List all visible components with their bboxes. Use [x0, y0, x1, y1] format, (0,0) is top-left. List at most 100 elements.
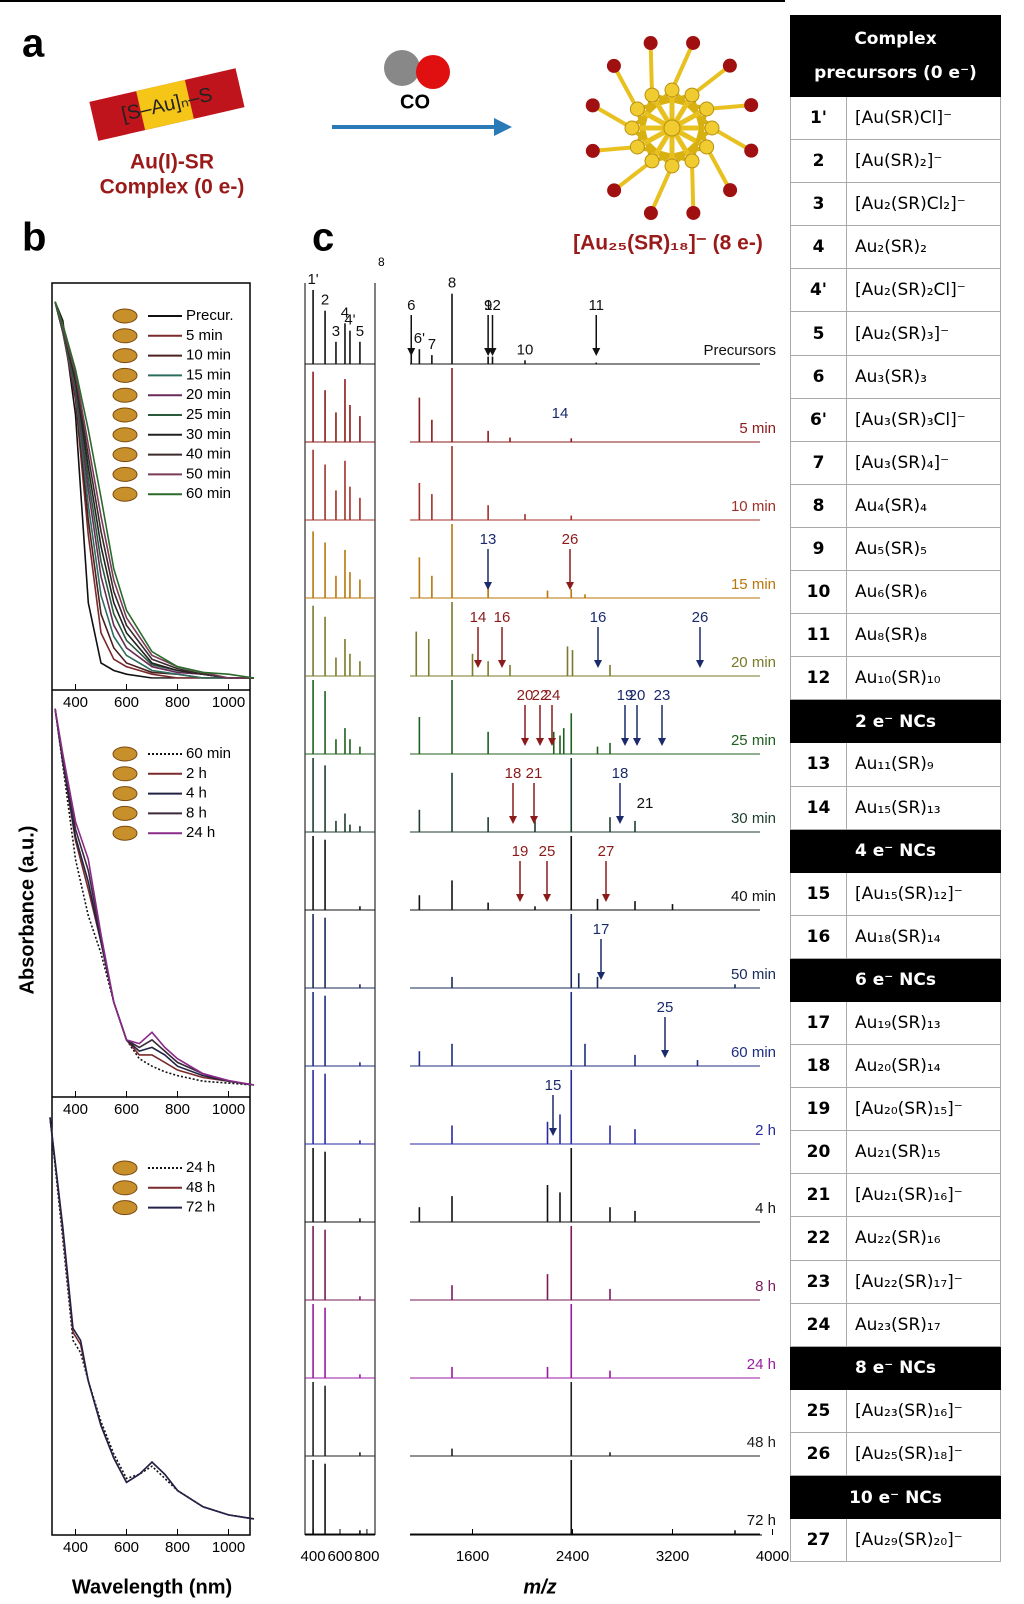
species-number: 7 — [791, 441, 847, 484]
species-formula: [Au₂₁(SR)₁₆]⁻ — [855, 1185, 963, 1206]
vial-icon — [112, 1180, 138, 1196]
vial-icon — [112, 447, 138, 463]
gold-atom — [699, 101, 715, 117]
legend-label: 15 min — [186, 366, 231, 383]
absorbance-curve — [50, 1117, 254, 1519]
peak-annotation: 4' — [344, 312, 355, 329]
table-row: 17 Au₁₉(SR)₁₃ — [790, 1001, 1001, 1046]
species-number: 26 — [791, 1432, 847, 1475]
legend-label: 60 min — [186, 485, 231, 502]
vial-icon — [112, 328, 138, 344]
table-row: 7 [Au₃(SR)₄]⁻ — [790, 441, 1001, 485]
x-tick-label: 400 — [301, 1548, 326, 1565]
bond — [630, 88, 674, 130]
species-formula: Au₃(SR)₃ — [855, 366, 927, 387]
trace-label: 4 h — [755, 1200, 776, 1217]
peak-annotation: 20 — [517, 687, 534, 704]
species-formula: Au₂₁(SR)₁₅ — [855, 1142, 941, 1163]
cluster-model — [585, 35, 759, 221]
bond — [670, 88, 714, 130]
annotation-arrowhead — [407, 348, 416, 356]
peak-annotation: 27 — [598, 843, 615, 860]
vial-icon — [112, 407, 138, 423]
trace-label: 25 min — [731, 732, 776, 749]
gold-atom — [664, 158, 680, 174]
panel-c-note: 8 — [378, 255, 385, 269]
x-axis-label: Wavelength (nm) — [72, 1576, 232, 1598]
vial-icon — [112, 387, 138, 403]
precursor-name: Au(I)-SR — [130, 151, 214, 174]
bond — [635, 94, 654, 148]
vial-icon — [112, 427, 138, 443]
species-formula: [Au₂(SR)Cl₂]⁻ — [855, 194, 966, 215]
peak-annotation: 14 — [552, 405, 569, 422]
table-row: 9 Au₅(SR)₅ — [790, 527, 1001, 572]
species-formula: [Au₂₀(SR)₁₅]⁻ — [855, 1099, 963, 1120]
peak-annotation: 25 — [657, 999, 674, 1016]
legend-label: 4 h — [186, 785, 207, 802]
peak-annotation: 13 — [480, 531, 497, 548]
legend-label: 5 min — [186, 327, 223, 344]
table-row: 20 Au₂₁(SR)₁₅ — [790, 1131, 1001, 1175]
peak-annotation: 18 — [505, 765, 522, 782]
annotation-arrowhead — [616, 816, 624, 824]
species-formula: Au₂₀(SR)₁₄ — [855, 1056, 941, 1077]
species-formula: [Au₃(SR)₃Cl]⁻ — [855, 409, 966, 430]
x-tick-label: 1600 — [456, 1548, 489, 1565]
precursor-name: Complex (0 e-) — [100, 176, 245, 199]
annotation-arrowhead — [488, 348, 497, 356]
annotation-arrowhead — [474, 660, 482, 668]
legend-label: 20 min — [186, 386, 231, 403]
trace-label: 40 min — [731, 888, 776, 905]
annotation-arrowhead — [543, 894, 551, 902]
species-number: 12 — [791, 657, 847, 700]
absorbance-curve — [55, 302, 254, 678]
trace-label: 2 h — [755, 1122, 776, 1139]
annotation-arrowhead — [621, 738, 629, 746]
section-header: 10 e⁻ NCs — [790, 1476, 1001, 1520]
legend-label: 24 h — [186, 1159, 215, 1176]
gold-atom — [644, 153, 660, 169]
species-formula: [Au₂(SR)₃]⁻ — [855, 323, 950, 344]
species-number: 22 — [791, 1217, 847, 1260]
peak-annotation: 9 — [484, 297, 492, 314]
legend-label: 25 min — [186, 406, 231, 423]
x-tick-label: 1000 — [212, 1101, 245, 1118]
x-tick-label: 1000 — [212, 1539, 245, 1556]
sulfur-atom — [585, 143, 600, 158]
species-number: 19 — [791, 1088, 847, 1131]
gold-atom — [699, 139, 715, 155]
uv-mask — [40, 250, 270, 282]
table-row: 12 Au₁₀(SR)₁₀ — [790, 657, 1001, 701]
x-tick-label: 600 — [114, 694, 139, 711]
gold-atom — [624, 120, 640, 136]
annotation-arrowhead — [696, 660, 704, 668]
table-row: 6 Au₃(SR)₃ — [790, 355, 1001, 399]
bond — [690, 64, 732, 97]
bond — [711, 126, 753, 153]
x-tick-label: 600 — [327, 1548, 352, 1565]
species-formula: Au₁₁(SR)₉ — [855, 754, 934, 775]
peak-annotation: 6 — [407, 297, 415, 314]
species-formula: [Au₁₅(SR)₁₂]⁻ — [855, 883, 963, 904]
bond — [651, 93, 708, 111]
absorbance-curve — [50, 1117, 254, 1519]
bond — [704, 146, 732, 192]
bond — [690, 160, 696, 214]
product-label: [Au₂₅(SR)₁₈]⁻ (8 e-) — [573, 232, 763, 255]
annotation-arrowhead — [536, 738, 544, 746]
table-row: 4 Au₂(SR)₂ — [790, 226, 1001, 270]
species-formula: [Au(SR)₂]⁻ — [855, 151, 943, 172]
table-row: 6' [Au₃(SR)₃Cl]⁻ — [790, 398, 1001, 442]
gold-atom — [629, 101, 645, 117]
sulfur-atom — [744, 98, 759, 113]
gold-atom — [629, 139, 645, 155]
peak-annotation: 14 — [470, 609, 487, 626]
species-number: 8 — [791, 484, 847, 527]
vial-icon — [112, 486, 138, 502]
table-row: 10 Au₆(SR)₆ — [790, 571, 1001, 615]
species-number: 11 — [791, 614, 847, 657]
trace-label: 15 min — [731, 576, 776, 593]
peak-annotation: 8 — [448, 275, 456, 292]
